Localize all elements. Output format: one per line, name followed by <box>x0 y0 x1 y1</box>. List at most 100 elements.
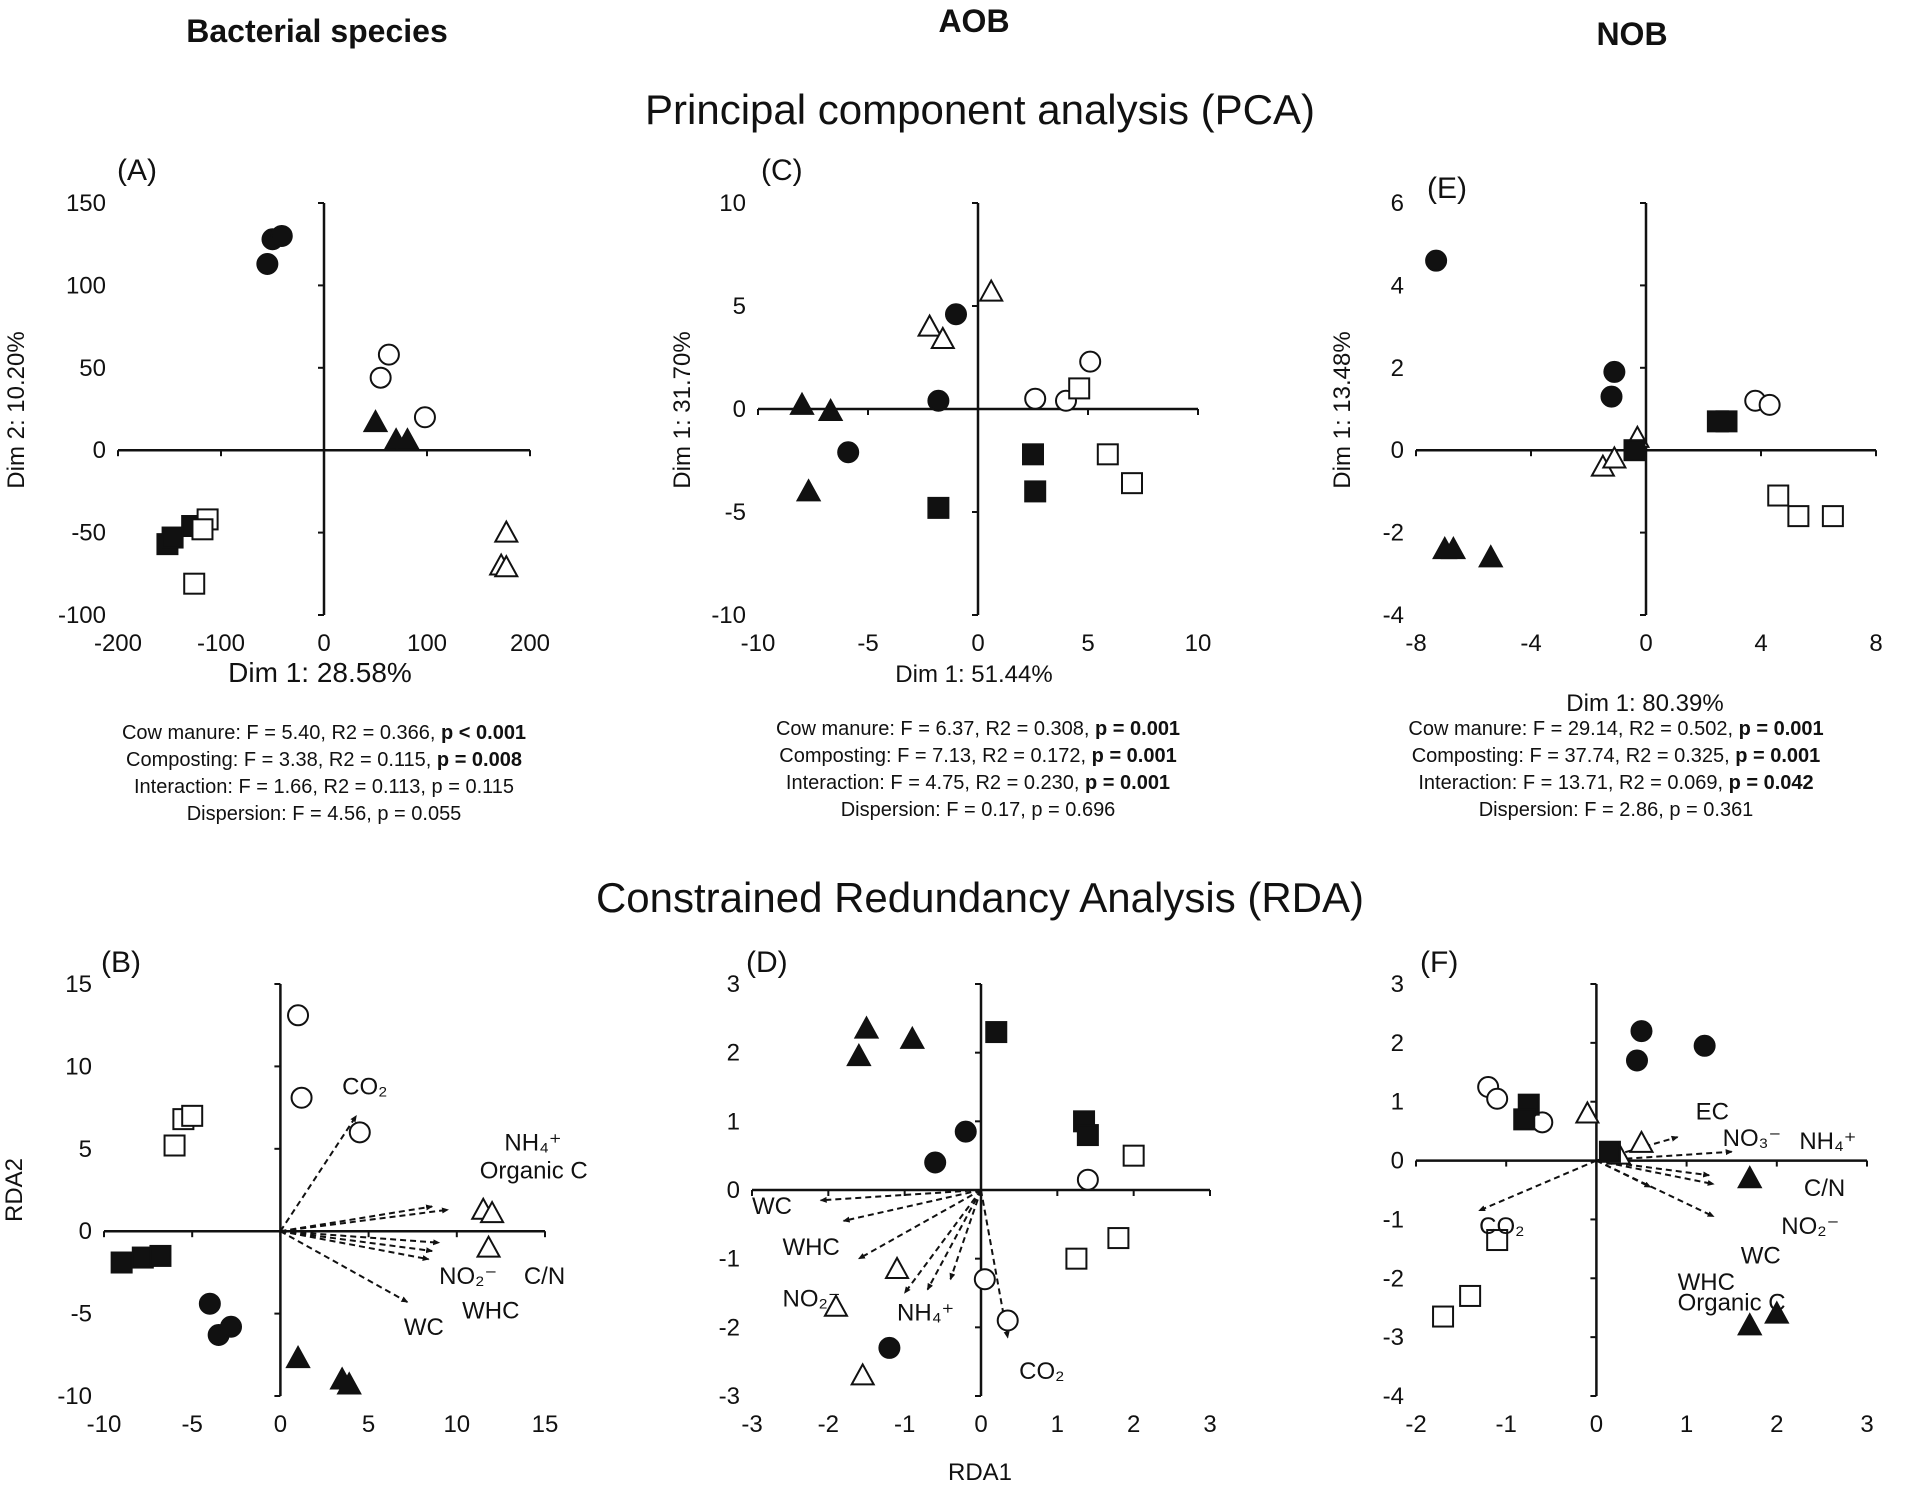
x-tick-label-a: 200 <box>510 630 550 657</box>
data-point-f-circle-filled-1 <box>1625 1049 1648 1072</box>
data-point-d-square-filled-14 <box>1076 1124 1099 1147</box>
panel-label-b: (B) <box>101 946 141 979</box>
data-point-b-square-open-17 <box>181 1104 204 1127</box>
y-tick-label-f: -1 <box>1383 1206 1404 1233</box>
data-point-e-square-open-14 <box>1767 484 1790 507</box>
env-vector-d-5 <box>949 1189 982 1281</box>
vector-label-b-6: WC <box>404 1314 444 1341</box>
column-header-bacterial-species: Bacterial species <box>186 13 448 49</box>
data-point-a-square-open-17 <box>183 572 206 595</box>
data-point-b-triangle-filled-6 <box>285 1345 311 1369</box>
env-vector-d-1 <box>842 1189 982 1223</box>
data-point-e-square-open-15 <box>1787 505 1810 528</box>
data-point-f-square-open-17 <box>1432 1305 1455 1328</box>
y-axis-title-a: Dim 2: 10.20% <box>3 331 30 488</box>
data-point-e-circle-open-4 <box>1758 393 1781 416</box>
env-vector-b-4 <box>280 1230 434 1254</box>
y-tick-label-b: 5 <box>79 1136 92 1163</box>
y-tick-label-f: -4 <box>1383 1383 1404 1410</box>
panel-label-c: (C) <box>761 154 803 187</box>
y-tick-label-a: 50 <box>79 355 106 382</box>
vector-label-f-3: C/N <box>1804 1175 1845 1202</box>
x-tick-label-e: 0 <box>1639 630 1652 657</box>
data-point-a-circle-filled-2 <box>270 224 293 247</box>
data-point-f-square-open-15 <box>1486 1229 1509 1252</box>
x-tick-label-f: -2 <box>1405 1411 1426 1438</box>
y-tick-label-f: -3 <box>1383 1324 1404 1351</box>
x-tick-label-e: 4 <box>1754 630 1767 657</box>
env-vector-d-4 <box>926 1189 982 1291</box>
y-tick-label-f: 1 <box>1391 1089 1404 1116</box>
x-tick-label-b: 5 <box>362 1411 375 1438</box>
y-tick-label-e: -4 <box>1383 602 1404 629</box>
x-axis-title-a: Dim 1: 28.58% <box>228 657 412 688</box>
column-header-aob: AOB <box>938 3 1009 39</box>
data-point-e-square-filled-11 <box>1623 439 1646 462</box>
panel-label-e: (E) <box>1427 172 1467 205</box>
data-point-e-circle-filled-0 <box>1425 249 1448 272</box>
y-tick-label-f: 2 <box>1391 1030 1404 1057</box>
x-tick-label-b: 10 <box>443 1411 470 1438</box>
data-point-f-triangle-open-10 <box>1628 1129 1655 1153</box>
y-tick-label-b: 0 <box>79 1218 92 1245</box>
data-point-e-square-open-16 <box>1821 505 1844 528</box>
panel-c: -10 -5 0 5 10 -10 -5 0 5 10 (C) Dim 1: 51.44% Dim 1:… <box>669 154 1211 688</box>
data-point-b-circle-open-5 <box>348 1121 371 1144</box>
x-tick-label-c: 0 <box>971 630 984 657</box>
x-tick-label-c: 10 <box>1185 630 1212 657</box>
y-tick-label-a: 150 <box>66 190 106 217</box>
data-point-b-circle-open-4 <box>290 1086 313 1109</box>
data-point-c-circle-filled-1 <box>927 389 950 412</box>
y-tick-label-f: -2 <box>1383 1265 1404 1292</box>
data-point-f-circle-filled-2 <box>1693 1034 1716 1057</box>
column-header-nob: NOB <box>1596 16 1667 52</box>
data-point-d-circle-open-4 <box>973 1268 996 1291</box>
data-point-a-square-open-16 <box>191 518 214 541</box>
data-point-a-triangle-filled-8 <box>394 427 421 451</box>
x-tick-label-a: 0 <box>317 630 330 657</box>
y-tick-label-f: 3 <box>1391 971 1404 998</box>
panel-label-d: (D) <box>746 946 788 979</box>
env-vector-d-0 <box>819 1189 982 1203</box>
x-tick-label-b: 15 <box>532 1411 559 1438</box>
x-tick-label-f: 3 <box>1860 1411 1873 1438</box>
data-point-b-circle-open-3 <box>287 1004 310 1027</box>
x-tick-label-d: 3 <box>1203 1411 1216 1438</box>
x-tick-label-e: -8 <box>1405 630 1426 657</box>
x-tick-label-d: 1 <box>1051 1411 1064 1438</box>
x-tick-label-f: 1 <box>1680 1411 1693 1438</box>
y-tick-label-b: 10 <box>65 1053 92 1080</box>
data-point-b-square-filled-12 <box>110 1251 133 1274</box>
env-vector-f-6 <box>1595 1159 1715 1218</box>
x-tick-label-c: -10 <box>741 630 776 657</box>
data-point-d-triangle-filled-7 <box>846 1043 872 1067</box>
data-point-d-triangle-open-9 <box>884 1255 910 1279</box>
vector-label-f-5: WC <box>1741 1243 1781 1270</box>
x-tick-label-b: -5 <box>182 1411 203 1438</box>
data-point-d-circle-open-3 <box>1076 1168 1099 1191</box>
y-tick-label-d: 2 <box>727 1040 740 1067</box>
env-vector-b-0 <box>279 1115 358 1232</box>
vector-label-b-2: Organic C <box>480 1157 588 1184</box>
data-point-c-triangle-filled-6 <box>789 391 815 415</box>
vector-label-f-8: CO₂ <box>1479 1213 1524 1240</box>
x-tick-label-b: -10 <box>87 1411 122 1438</box>
y-tick-label-d: 0 <box>727 1177 740 1204</box>
y-tick-label-a: -50 <box>71 520 106 547</box>
data-point-c-triangle-open-9 <box>978 278 1004 302</box>
x-axis-title-e: Dim 1: 80.39% <box>1566 690 1723 717</box>
data-point-a-circle-open-5 <box>413 406 436 429</box>
data-point-c-circle-open-3 <box>1024 387 1047 410</box>
y-axis-title-e: Dim 1: 13.48% <box>1329 331 1356 488</box>
env-vector-b-5 <box>280 1230 430 1262</box>
panel-d: -3 -2 -1 0 1 2 3-3-2-10123(D)RDA1WCWHCNO₂⁻NH₄⁺… <box>719 946 1217 1486</box>
vector-label-f-6: WHC <box>1678 1269 1735 1296</box>
data-point-f-triangle-filled-7 <box>1737 1312 1763 1336</box>
y-axis-title-b: RDA2 <box>1 1158 28 1222</box>
data-point-d-triangle-open-10 <box>823 1293 849 1317</box>
y-tick-label-d: -3 <box>719 1383 740 1410</box>
y-tick-label-b: -5 <box>71 1301 92 1328</box>
env-vector-d-3 <box>903 1189 982 1294</box>
data-point-d-square-filled-12 <box>985 1021 1008 1044</box>
